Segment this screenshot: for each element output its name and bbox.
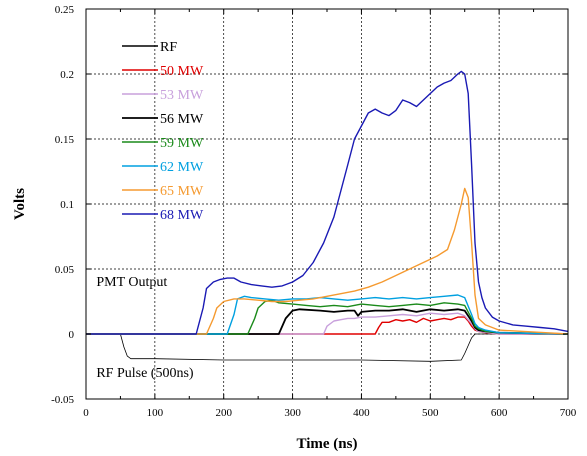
x-tick-label: 0	[83, 407, 89, 419]
series-line-68-mw	[86, 70, 569, 335]
y-tick-label: 0	[69, 329, 75, 341]
x-tick-label: 600	[491, 407, 508, 419]
x-tick-label: 200	[215, 407, 232, 419]
legend-label-59-mw: 59 MW	[160, 136, 204, 151]
x-tick-label: 400	[353, 407, 370, 419]
annotation-label: RF Pulse (500ns)	[96, 366, 194, 381]
legend-label-rf: RF	[160, 40, 177, 55]
annotation-label: PMT Output	[96, 275, 167, 290]
tick-layer: 0 100 200 300 400 500 600 700 -0.05 0 0.05 0.1 0.15 0…	[51, 4, 577, 419]
legend-label-65-mw: 65 MW	[160, 184, 204, 199]
series-line-53-mw	[86, 312, 568, 335]
y-axis-title: Volts	[12, 188, 28, 220]
legend-label-68-mw: 68 MW	[160, 208, 204, 223]
x-tick-label: 300	[284, 407, 301, 419]
annotation-layer: PMT Output RF Pulse (500ns)	[96, 275, 194, 381]
grid-layer	[86, 9, 568, 399]
x-axis-title: Time (ns)	[297, 436, 358, 452]
series-line-56-mw	[86, 308, 569, 335]
y-tick-label: -0.05	[51, 394, 74, 406]
series-line-65-mw	[86, 187, 569, 335]
series-line-50-mw	[86, 316, 568, 335]
legend-label-53-mw: 53 MW	[160, 88, 204, 103]
legend: RF 50 MW 53 MW 56 MW 59 MW 62 MW 65 MW 68 MW	[122, 40, 204, 223]
series-line-rf	[86, 333, 568, 362]
x-tick-label: 500	[422, 407, 439, 419]
legend-label-56-mw: 56 MW	[160, 112, 204, 127]
series-line-62-mw	[86, 294, 569, 335]
y-tick-label: 0.05	[55, 264, 75, 276]
y-tick-label: 0.1	[60, 199, 74, 211]
legend-label-62-mw: 62 MW	[160, 160, 204, 175]
x-tick-label: 100	[147, 407, 164, 419]
y-tick-label: 0.25	[55, 4, 75, 16]
y-tick-label: 0.2	[60, 69, 74, 81]
legend-label-50-mw: 50 MW	[160, 64, 204, 79]
series-layer	[86, 70, 569, 362]
y-tick-label: 0.15	[55, 134, 75, 146]
x-tick-label: 700	[560, 407, 577, 419]
